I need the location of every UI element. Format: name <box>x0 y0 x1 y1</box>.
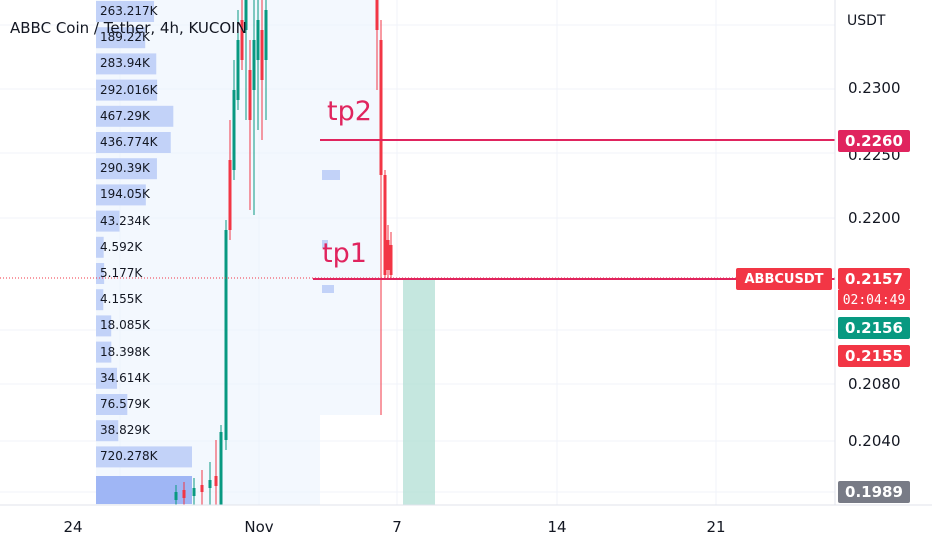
tp2-annotation[interactable]: tp2 <box>327 96 372 127</box>
candle-body <box>248 70 252 120</box>
candle-body <box>208 480 212 488</box>
volume-profile-label: 436.774K <box>100 135 158 149</box>
tp1-annotation[interactable]: tp1 <box>322 238 367 269</box>
price-tick-label: 0.2040 <box>848 432 901 450</box>
volume-profile-bar <box>96 289 104 311</box>
candle-body <box>389 245 393 275</box>
volume-profile-bar <box>96 1 155 22</box>
volume-profile-label: 76.579K <box>100 397 150 411</box>
time-tick-label: 7 <box>392 518 402 536</box>
volume-profile-label: 4.155K <box>100 292 143 307</box>
price-tick-label: 0.2200 <box>848 209 901 227</box>
candle-body <box>252 40 256 90</box>
candle-body <box>244 0 248 30</box>
volume-profile-bar <box>96 446 192 468</box>
tp2-price-tag: 0.2260 <box>838 130 910 152</box>
volume-profile-bars-right <box>322 170 340 293</box>
volume-profile-label: 5.177K <box>100 266 143 280</box>
volume-profile-label: 4.592K <box>100 239 143 254</box>
candle-body <box>379 40 383 175</box>
volume-profile-bar <box>96 367 118 389</box>
time-tick-label: 24 <box>63 518 83 536</box>
symbol-price-tag: ABBCUSDT <box>736 268 832 290</box>
candle-body <box>383 175 387 275</box>
candle-body <box>200 485 204 492</box>
price-tick-label: 0.2080 <box>848 375 901 393</box>
volume-profile-bar <box>96 158 157 180</box>
ask-price-tag: 0.2156 <box>838 317 910 339</box>
volume-profile-bar <box>96 394 128 415</box>
axis-unit-label: USDT <box>847 13 886 29</box>
candle-body <box>256 20 260 60</box>
time-tick-label: 21 <box>706 518 726 536</box>
volume-profile-bars <box>96 1 192 504</box>
bid-price-tag: 0.2155 <box>838 345 910 367</box>
candle-body <box>214 476 218 486</box>
candle-body <box>375 0 379 30</box>
volume-profile-bar <box>96 236 104 258</box>
volume-profile-label: 38.829K <box>100 423 150 438</box>
bar-countdown: 02:04:49 <box>838 290 910 310</box>
volume-profile-label: 283.94K <box>100 56 150 71</box>
volume-profile-label: 194.05K <box>100 187 150 202</box>
volume-profile-label: 290.39K <box>100 161 150 176</box>
candle-body <box>232 90 236 170</box>
volume-profile-label: 18.085K <box>100 318 150 333</box>
volume-profile-bar <box>96 105 174 127</box>
volume-profile-zone-2 <box>320 0 380 415</box>
candle-body <box>386 240 390 270</box>
candle-body <box>224 230 228 440</box>
volume-profile-label: 43.234K <box>100 213 150 228</box>
volume-profile-bar <box>96 132 171 153</box>
volume-profile-label: 18.398K <box>100 344 150 359</box>
volume-profile-label: 189.22K <box>100 30 150 45</box>
volume-profile-label: 292.016K <box>100 82 158 97</box>
chart-title: ABBC Coin / Tether, 4h, KUCOIN <box>10 19 247 37</box>
time-tick-label: Nov <box>244 518 274 536</box>
volume-profile-label: 263.217K <box>100 4 158 18</box>
volume-profile-bar <box>96 27 146 49</box>
volume-profile-bar <box>96 263 105 284</box>
candle-body <box>264 10 268 60</box>
candle-body <box>192 488 196 496</box>
candle-body <box>228 160 232 230</box>
target-zone <box>403 280 435 505</box>
volume-profile-bar <box>96 184 146 206</box>
last-price-tag: 0.2157 <box>838 268 910 290</box>
candle-body <box>260 30 264 80</box>
volume-profile-bar <box>96 315 112 337</box>
candlesticks <box>174 0 393 505</box>
candle-body <box>219 432 223 505</box>
time-tick-label: 14 <box>547 518 567 536</box>
volume-profile-bar <box>96 53 157 75</box>
volume-profile-label: 34.614K <box>100 370 150 385</box>
volume-profile-bar <box>96 79 158 101</box>
volume-profile-bar <box>96 476 192 504</box>
volume-profile-bar <box>96 420 119 442</box>
candle-body <box>182 490 186 498</box>
volume-profile-label: 720.278K <box>100 449 158 464</box>
volume-profile-label: 467.29K <box>100 108 150 123</box>
low-price-tag: 0.1989 <box>838 481 910 503</box>
candle-body <box>174 492 178 500</box>
price-tick-label: 0.2300 <box>848 79 901 97</box>
volume-profile-bar <box>96 341 112 363</box>
candle-body <box>236 40 240 100</box>
candle-body <box>240 20 244 60</box>
volume-profile-bar <box>96 210 120 232</box>
